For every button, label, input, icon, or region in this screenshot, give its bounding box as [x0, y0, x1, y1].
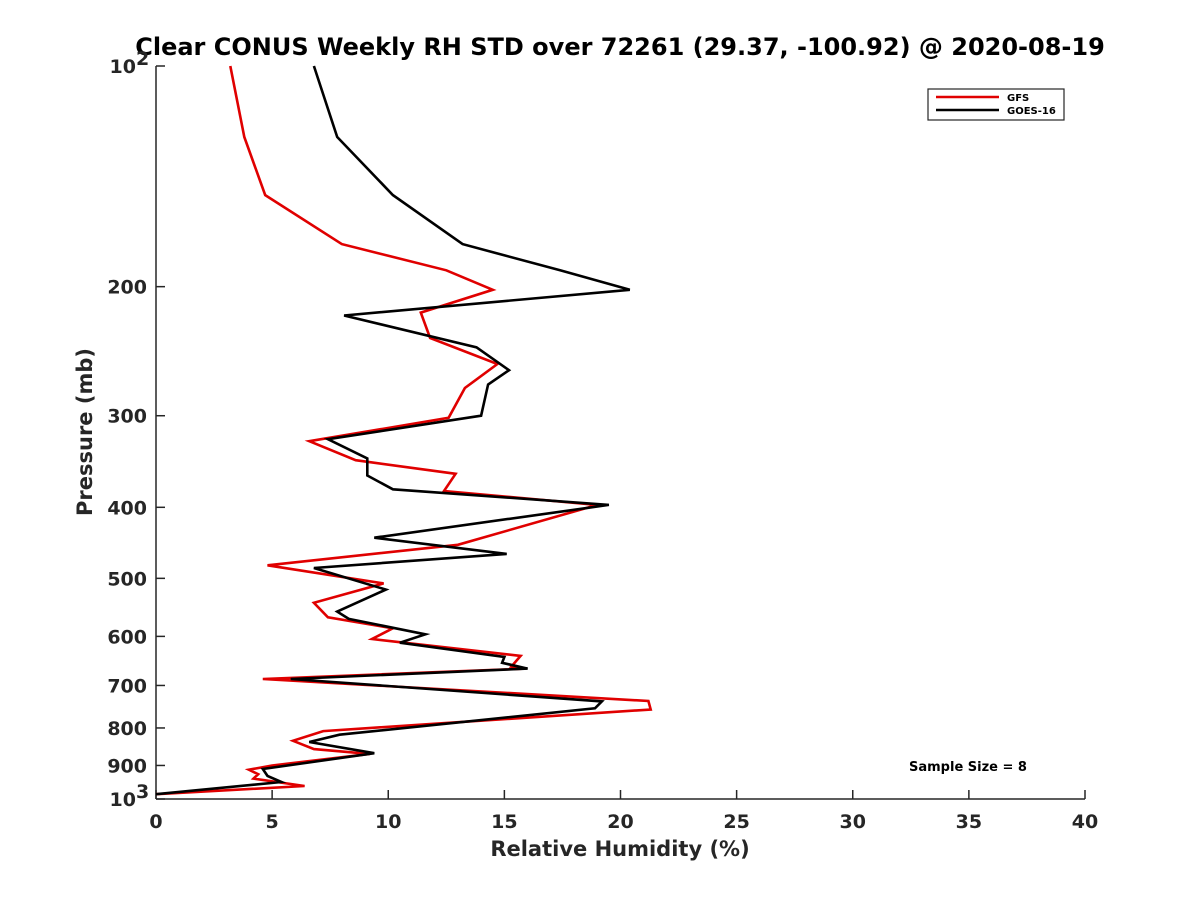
y-tick-label: 400 — [107, 497, 147, 519]
x-axis-label: Relative Humidity (%) — [490, 837, 749, 861]
legend-box — [927, 88, 1065, 121]
y-axis-label: Pressure (mb) — [73, 348, 97, 516]
x-tick-label: 30 — [840, 811, 866, 833]
y-tick-label: 800 — [107, 718, 147, 740]
axes — [155, 66, 1085, 800]
legend-label-goes16: GOES-16 — [1007, 106, 1056, 117]
x-ticks: 0 5 10 15 20 25 30 35 40 — [149, 790, 1098, 833]
y-tick-label: 600 — [107, 626, 147, 648]
series-line-gfs — [155, 65, 653, 796]
y-tick-label: 700 — [107, 675, 147, 697]
series-line-goes16 — [155, 65, 631, 796]
sample-size-annotation: Sample Size = 8 — [909, 760, 1027, 775]
y-tick-exponent: 2 — [136, 48, 149, 70]
y-tick-label: 300 — [107, 406, 147, 428]
x-tick-label: 25 — [723, 811, 749, 833]
legend-label-gfs: GFS — [1007, 93, 1029, 104]
y-tick-label: 10 — [110, 56, 136, 78]
x-tick-label: 0 — [149, 811, 162, 833]
legend: GFS GOES-16 — [927, 88, 1065, 121]
series-layer — [155, 65, 653, 796]
x-tick-label: 35 — [956, 811, 982, 833]
y-tick-label: 900 — [107, 755, 147, 777]
x-tick-label: 10 — [375, 811, 401, 833]
x-tick-label: 15 — [491, 811, 517, 833]
y-tick-label: 200 — [107, 277, 147, 299]
chart-title: Clear CONUS Weekly RH STD over 72261 (29… — [135, 33, 1105, 61]
y-tick-exponent: 3 — [136, 781, 149, 803]
x-tick-label: 40 — [1072, 811, 1098, 833]
x-tick-label: 5 — [266, 811, 279, 833]
x-tick-label: 20 — [607, 811, 633, 833]
y-tick-label: 10 — [110, 789, 136, 811]
y-tick-label: 500 — [107, 568, 147, 590]
